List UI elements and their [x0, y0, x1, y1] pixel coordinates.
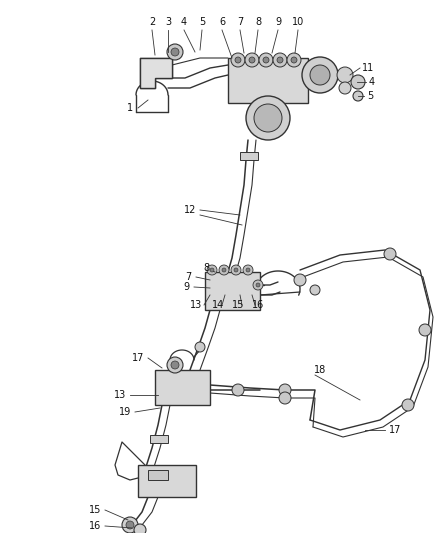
Circle shape [126, 521, 134, 529]
Circle shape [210, 268, 214, 272]
Bar [155, 370, 210, 405]
Bar [228, 58, 308, 103]
Text: 10: 10 [292, 17, 304, 27]
Circle shape [171, 361, 179, 369]
Circle shape [167, 44, 183, 60]
Bar [138, 465, 196, 497]
Text: 8: 8 [203, 263, 209, 273]
Circle shape [246, 96, 290, 140]
Circle shape [122, 517, 138, 533]
Circle shape [232, 384, 244, 396]
Circle shape [294, 274, 306, 286]
Circle shape [219, 265, 229, 275]
Bar [205, 272, 260, 310]
Text: 14: 14 [212, 300, 224, 310]
Bar [240, 152, 258, 160]
Text: 15: 15 [89, 505, 101, 515]
Text: 9: 9 [275, 17, 281, 27]
Circle shape [302, 57, 338, 93]
Circle shape [384, 248, 396, 260]
Text: 16: 16 [89, 521, 101, 531]
Circle shape [253, 280, 263, 290]
Circle shape [235, 57, 241, 63]
Text: 2: 2 [149, 17, 155, 27]
Text: 12: 12 [184, 205, 196, 215]
Circle shape [231, 265, 241, 275]
Circle shape [254, 104, 282, 132]
Text: 13: 13 [190, 300, 202, 310]
Circle shape [351, 75, 365, 89]
Circle shape [279, 384, 291, 396]
Circle shape [246, 268, 250, 272]
Text: 4: 4 [181, 17, 187, 27]
Circle shape [310, 285, 320, 295]
Polygon shape [140, 58, 172, 88]
Text: 9: 9 [183, 282, 189, 292]
Circle shape [419, 324, 431, 336]
Text: 11: 11 [362, 63, 374, 73]
Circle shape [279, 392, 291, 404]
Circle shape [291, 57, 297, 63]
Text: 4: 4 [369, 77, 375, 87]
Circle shape [256, 283, 260, 287]
Circle shape [231, 53, 245, 67]
Text: 16: 16 [252, 300, 264, 310]
Circle shape [134, 524, 146, 533]
Circle shape [195, 342, 205, 352]
Text: 7: 7 [237, 17, 243, 27]
Bar [148, 470, 168, 480]
Text: 19: 19 [119, 407, 131, 417]
Circle shape [263, 57, 269, 63]
Text: 5: 5 [367, 91, 373, 101]
Text: 6: 6 [219, 17, 225, 27]
Circle shape [249, 57, 255, 63]
Text: 5: 5 [199, 17, 205, 27]
Text: 18: 18 [314, 365, 326, 375]
Circle shape [287, 53, 301, 67]
Circle shape [337, 67, 353, 83]
Text: 3: 3 [165, 17, 171, 27]
Circle shape [402, 399, 414, 411]
Circle shape [259, 53, 273, 67]
Circle shape [353, 91, 363, 101]
Text: 7: 7 [185, 272, 191, 282]
Text: 17: 17 [389, 425, 401, 435]
Circle shape [171, 48, 179, 56]
Circle shape [167, 357, 183, 373]
Circle shape [245, 53, 259, 67]
Circle shape [310, 65, 330, 85]
Circle shape [234, 268, 238, 272]
Circle shape [243, 265, 253, 275]
Circle shape [273, 53, 287, 67]
Bar [150, 435, 168, 443]
Text: 17: 17 [132, 353, 144, 363]
Circle shape [339, 82, 351, 94]
Circle shape [207, 265, 217, 275]
Text: 13: 13 [114, 390, 126, 400]
Circle shape [277, 57, 283, 63]
Text: 15: 15 [232, 300, 244, 310]
Text: 8: 8 [255, 17, 261, 27]
Text: 1: 1 [127, 103, 133, 113]
Circle shape [222, 268, 226, 272]
